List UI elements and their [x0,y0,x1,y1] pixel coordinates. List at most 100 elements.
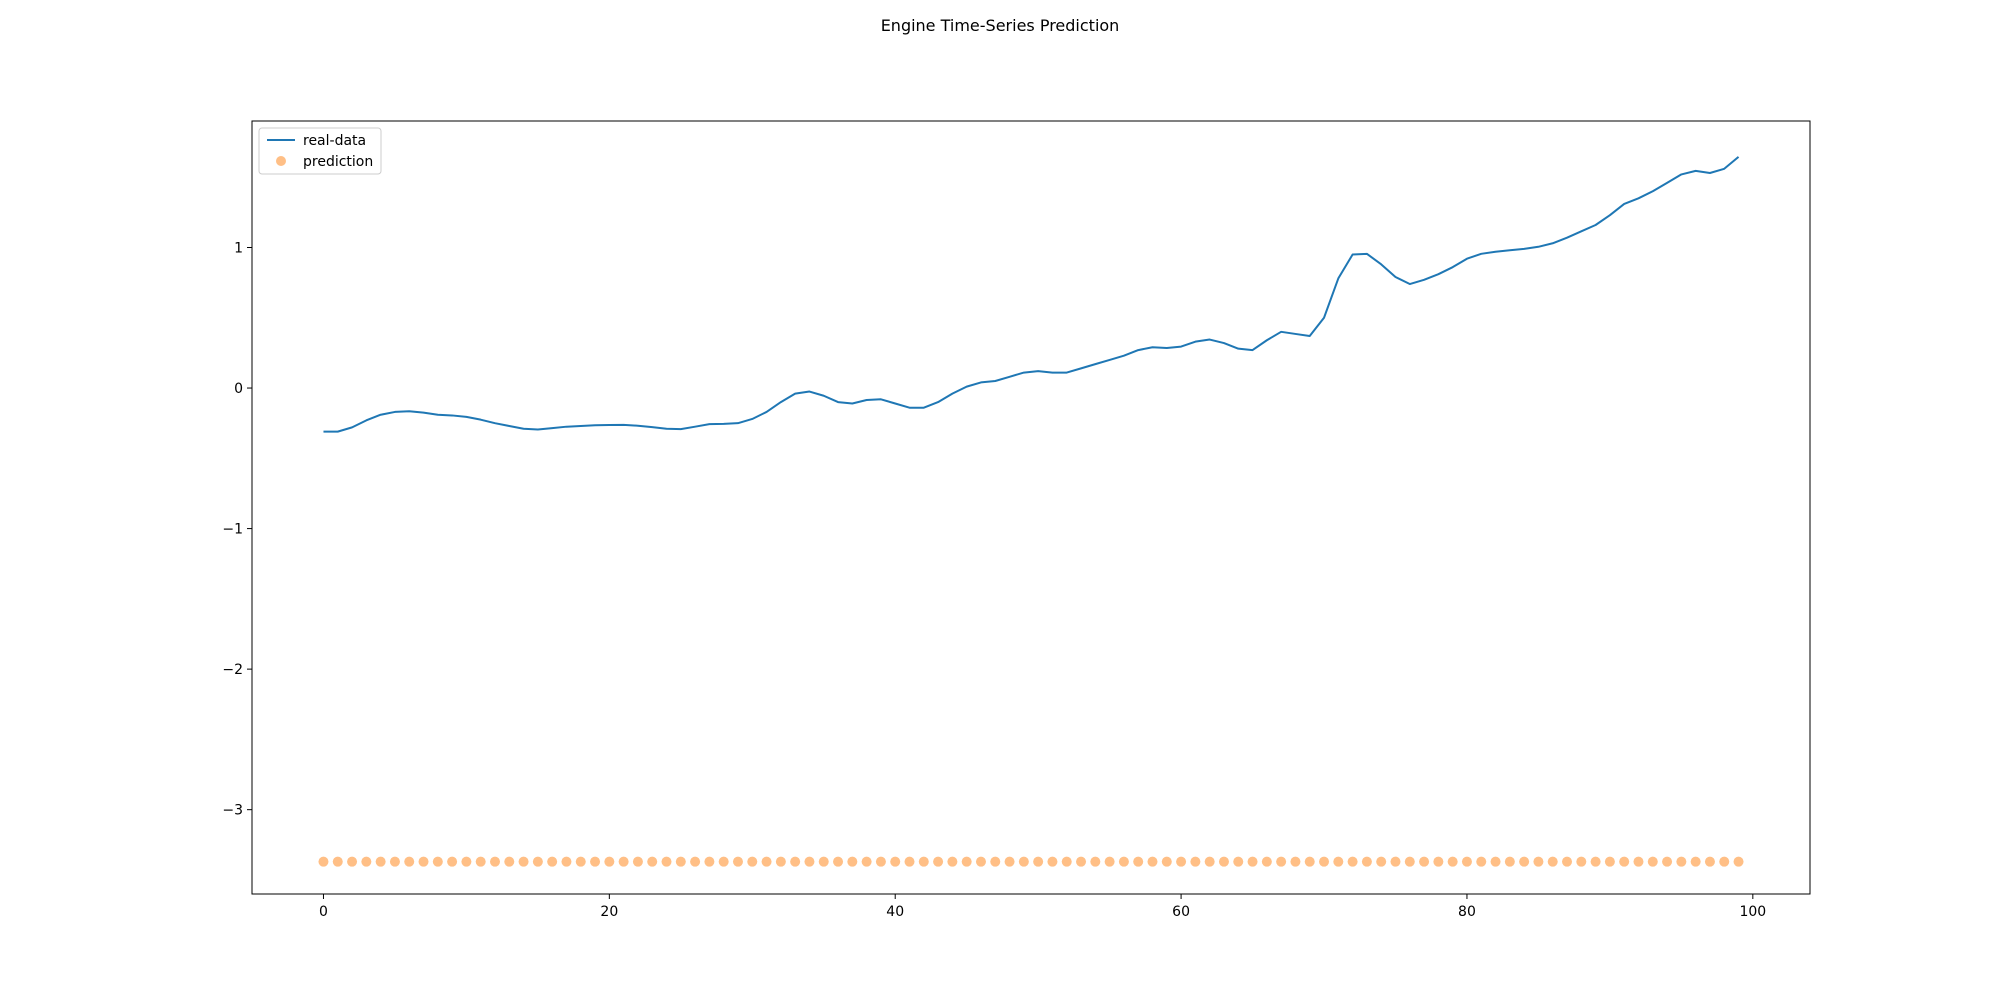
prediction-point [1319,856,1330,867]
prediction-point [1018,856,1029,867]
real-data-series [323,156,1740,433]
prediction-point [1061,856,1072,867]
prediction-point [1118,856,1129,867]
prediction-series [318,856,1744,867]
y-axis: 1 0 −1 −2 −3 [222,240,252,819]
x-tick-label: 0 [319,904,328,920]
prediction-point [1276,856,1287,867]
prediction-point [1333,856,1344,867]
prediction-point [532,856,543,867]
real-data-line [323,156,1740,433]
prediction-point [1704,856,1715,867]
legend-real-data-label: real-data [303,133,366,149]
y-tick-label: 0 [234,381,243,397]
prediction-point [804,856,815,867]
prediction-point [1447,856,1458,867]
prediction-point [518,856,529,867]
prediction-point [1218,856,1229,867]
prediction-point [375,856,386,867]
legend: real-data prediction [258,127,382,175]
prediction-point [1533,856,1544,867]
prediction-point [1147,856,1158,867]
legend-prediction-label: prediction [303,154,373,170]
prediction-point [432,856,443,867]
prediction-point [1547,856,1558,867]
prediction-point [1161,856,1172,867]
prediction-point [1590,856,1601,867]
legend-prediction-swatch [276,156,286,166]
prediction-point [1690,856,1701,867]
prediction-point [1504,856,1515,867]
prediction-point [475,856,486,867]
x-tick-label: 80 [1458,904,1476,920]
prediction-point [847,856,858,867]
prediction-point [1404,856,1415,867]
prediction-point [661,856,672,867]
prediction-point [690,856,701,867]
prediction-point [575,856,586,867]
prediction-point [1619,856,1630,867]
prediction-point [361,856,372,867]
prediction-point [933,856,944,867]
prediction-point [875,856,886,867]
prediction-point [618,856,629,867]
prediction-point [747,856,758,867]
prediction-point [818,856,829,867]
prediction-point [1733,856,1744,867]
prediction-point [1390,856,1401,867]
prediction-point [547,856,558,867]
prediction-point [790,856,801,867]
prediction-point [1676,856,1687,867]
y-tick-label: −2 [222,662,243,678]
prediction-point [1576,856,1587,867]
prediction-point [1047,856,1058,867]
plot-frame [251,120,1811,895]
prediction-point [861,856,872,867]
prediction-point [1433,856,1444,867]
prediction-point [1304,856,1315,867]
prediction-point [418,856,429,867]
prediction-point [447,856,458,867]
prediction-point [1662,856,1673,867]
prediction-point [732,856,743,867]
prediction-point [1347,856,1358,867]
x-axis: 0 20 40 60 80 100 [319,894,1766,920]
prediction-point [504,856,515,867]
prediction-point [775,856,786,867]
prediction-point [1204,856,1215,867]
prediction-point [1233,856,1244,867]
prediction-point [833,856,844,867]
prediction-point [1261,856,1272,867]
prediction-point [675,856,686,867]
x-tick-label: 100 [1739,904,1766,920]
prediction-point [404,856,415,867]
prediction-point [1519,856,1530,867]
prediction-point [647,856,658,867]
prediction-point [1033,856,1044,867]
prediction-point [590,856,601,867]
y-tick-label: −3 [222,803,243,819]
prediction-point [1490,856,1501,867]
x-tick-label: 60 [1172,904,1190,920]
x-tick-label: 40 [886,904,904,920]
prediction-point [1419,856,1430,867]
prediction-point [332,856,343,867]
y-tick-label: 1 [234,240,243,256]
prediction-point [632,856,643,867]
prediction-point [975,856,986,867]
prediction-point [347,856,358,867]
prediction-point [1604,856,1615,867]
prediction-point [1190,856,1201,867]
prediction-point [961,856,972,867]
prediction-point [389,856,400,867]
prediction-point [918,856,929,867]
prediction-point [1361,856,1372,867]
prediction-point [718,856,729,867]
prediction-point [904,856,915,867]
prediction-point [1090,856,1101,867]
prediction-point [489,856,500,867]
prediction-point [1004,856,1015,867]
prediction-point [761,856,772,867]
chart-title: Engine Time-Series Prediction [880,16,1120,35]
